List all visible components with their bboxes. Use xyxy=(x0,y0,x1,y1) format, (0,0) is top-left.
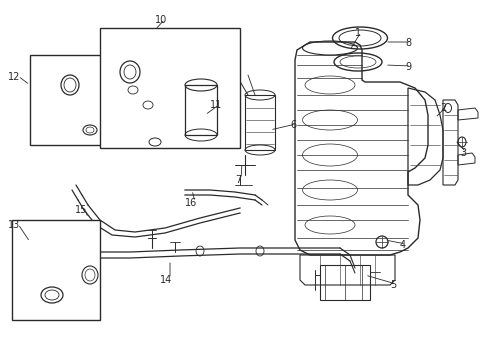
Text: 1: 1 xyxy=(355,28,361,38)
Text: 15: 15 xyxy=(75,205,87,215)
Text: 16: 16 xyxy=(185,198,197,208)
Bar xyxy=(245,95,275,150)
Text: 6: 6 xyxy=(290,120,296,130)
Bar xyxy=(12,220,100,320)
Text: 12: 12 xyxy=(8,72,21,82)
Text: 13: 13 xyxy=(8,220,20,230)
Text: 14: 14 xyxy=(160,275,172,285)
Bar xyxy=(185,85,217,135)
Text: 5: 5 xyxy=(390,280,396,290)
Bar xyxy=(30,55,115,145)
Text: 8: 8 xyxy=(405,38,411,48)
Text: 4: 4 xyxy=(400,240,406,250)
Bar xyxy=(320,265,370,300)
Text: 10: 10 xyxy=(155,15,167,25)
Text: 7: 7 xyxy=(235,175,241,185)
Text: 11: 11 xyxy=(210,100,222,110)
Text: 2: 2 xyxy=(440,103,446,113)
Bar xyxy=(100,28,240,148)
Text: 9: 9 xyxy=(405,62,411,72)
Text: 3: 3 xyxy=(460,148,466,158)
